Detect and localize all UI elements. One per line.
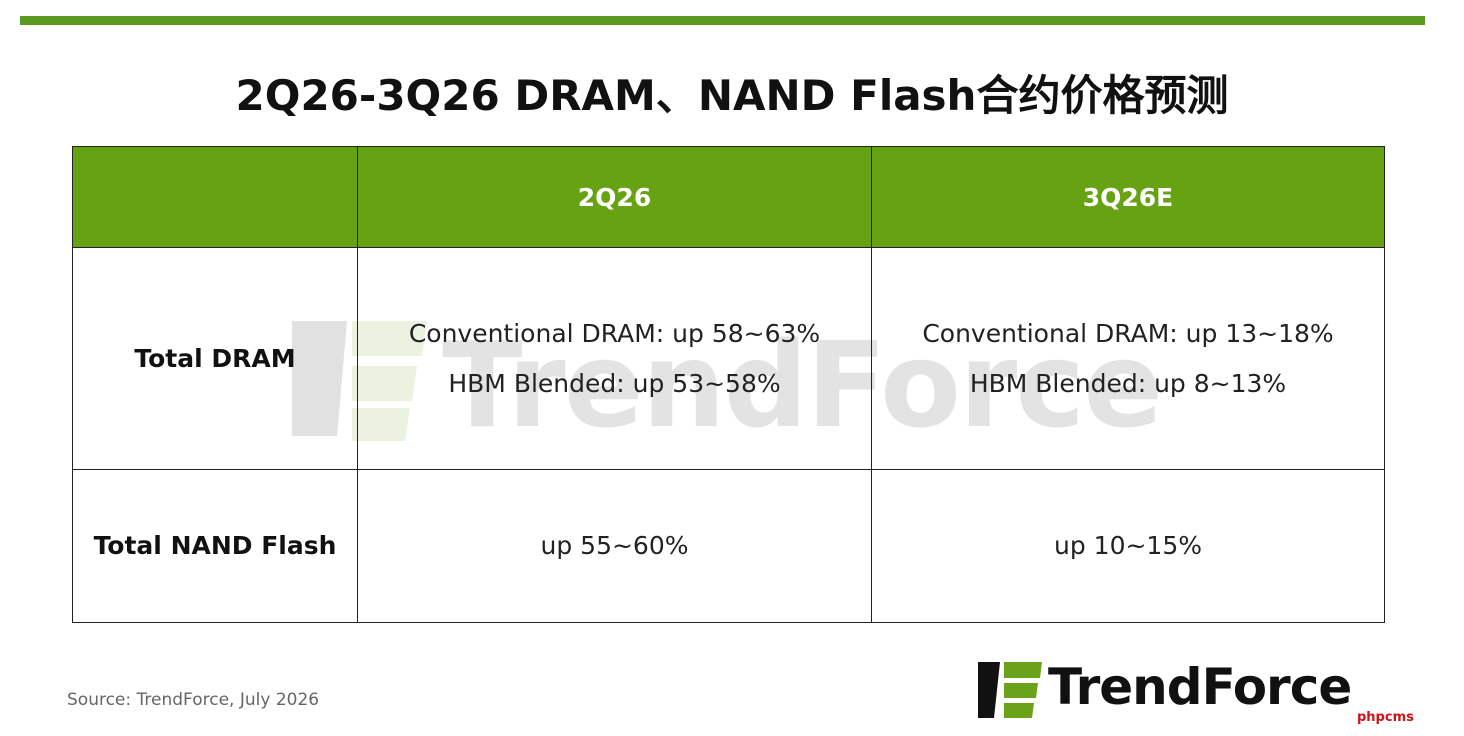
table-row: Total NAND Flash up 55~60% up 10~15%	[72, 469, 1385, 623]
table-cell: Conventional DRAM: up 58~63% HBM Blended:…	[357, 247, 872, 470]
column-header: 2Q26	[357, 146, 872, 248]
logo-icon	[978, 662, 1042, 718]
table: 2Q26 3Q26E Total DRAM Conventional DRAM: u…	[72, 146, 1385, 623]
cell-line: Conventional DRAM: up 13~18%	[922, 318, 1334, 348]
logo-text: TrendForce	[1048, 658, 1352, 716]
table-cell: up 10~15%	[871, 469, 1385, 623]
top-bar	[20, 16, 1425, 25]
column-header: 3Q26E	[871, 146, 1385, 248]
cell-line: HBM Blended: up 53~58%	[448, 368, 781, 398]
cell-line: up 55~60%	[540, 531, 689, 560]
cell-line: Conventional DRAM: up 58~63%	[408, 318, 821, 348]
title: 2Q26-3Q26 DRAM、NAND Flash合约价格预测	[235, 71, 1229, 120]
cell-line: up 10~15%	[1054, 531, 1202, 560]
table-cell: Conventional DRAM: up 13~18% HBM Blended:…	[871, 247, 1385, 470]
table-cell: up 55~60%	[357, 469, 872, 623]
row-label: Total DRAM	[72, 247, 358, 470]
row-label: Total NAND Flash	[72, 469, 358, 623]
table-row: Total DRAM Conventional DRAM: up 58~63% HB…	[72, 247, 1385, 470]
site-mark: phpcms	[1357, 710, 1414, 725]
cell-line: HBM Blended: up 8~13%	[969, 368, 1287, 398]
source: Source: TrendForce, July 2026	[67, 690, 320, 710]
column-header	[72, 146, 358, 248]
